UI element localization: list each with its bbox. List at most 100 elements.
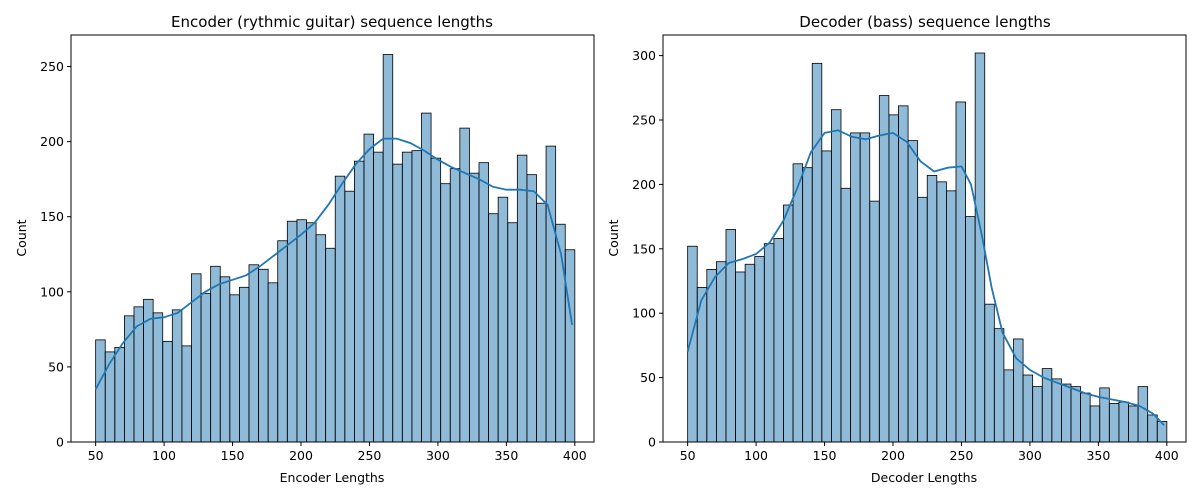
histogram-bar xyxy=(440,183,451,443)
histogram-bar xyxy=(802,167,813,443)
ticks-group: 50 100 150 200 250 300 350 400 0 50 100 150 200 250 xyxy=(40,59,587,463)
histogram-bar xyxy=(267,282,279,443)
x-tick-label: 300 xyxy=(1018,448,1042,463)
histogram-bar xyxy=(114,346,125,443)
histogram-bar xyxy=(1032,386,1043,443)
x-axis-label: Decoder Lengths xyxy=(871,470,977,485)
histogram-bar xyxy=(859,132,871,443)
histogram-bar xyxy=(401,151,413,443)
x-tick-label: 300 xyxy=(426,448,450,463)
histogram-bar xyxy=(296,219,307,443)
y-tick-label: 0 xyxy=(648,435,656,450)
histogram-bar xyxy=(850,132,861,443)
x-tick-label: 50 xyxy=(680,448,696,463)
histogram-bar xyxy=(239,286,250,443)
histogram-bar xyxy=(955,101,966,443)
histogram-bar xyxy=(1089,405,1101,443)
histogram-bar xyxy=(277,240,288,443)
histogram-bar xyxy=(926,174,938,443)
histogram-bar xyxy=(526,174,537,443)
histogram-bar xyxy=(162,340,173,443)
histogram-bar xyxy=(152,312,164,443)
y-tick-label: 50 xyxy=(48,359,64,374)
histogram-bar xyxy=(536,202,547,443)
histogram-bar xyxy=(1108,402,1120,443)
histogram-bar xyxy=(430,157,442,443)
histogram-bar xyxy=(878,95,890,443)
histogram-bar xyxy=(344,190,355,443)
y-tick-label: 300 xyxy=(632,48,656,63)
histogram-bar xyxy=(104,351,116,443)
histogram-bar xyxy=(1070,386,1081,443)
histogram-bar xyxy=(354,160,365,443)
histogram-bar xyxy=(993,328,1005,443)
y-tick-label: 150 xyxy=(40,209,64,224)
x-tick-label: 150 xyxy=(813,448,837,463)
x-tick-label: 400 xyxy=(563,448,587,463)
histogram-bar xyxy=(382,54,394,443)
histogram-bar xyxy=(898,105,909,443)
histogram-bar xyxy=(306,222,317,443)
histogram-bar xyxy=(888,114,899,443)
histogram-bar xyxy=(715,261,727,443)
histogram-bar xyxy=(1080,392,1091,443)
x-tick-label: 50 xyxy=(88,448,104,463)
decoder-histogram: Decoder (bass) sequence lengths 50 100 150… xyxy=(606,13,1187,485)
plot-frame xyxy=(662,34,1187,443)
x-tick-label: 200 xyxy=(289,448,313,463)
x-tick-label: 100 xyxy=(744,448,768,463)
ticks-group: 50 100 150 200 250 300 350 400 0 50 100 150 200 250 30… xyxy=(632,48,1179,463)
y-tick-label: 250 xyxy=(632,113,656,128)
histogram-bar xyxy=(229,294,240,443)
histogram-bar xyxy=(706,269,717,443)
y-tick-label: 50 xyxy=(640,370,656,385)
kde-curve xyxy=(686,129,1165,426)
x-tick-label: 150 xyxy=(221,448,245,463)
histogram-bar xyxy=(325,247,336,443)
y-axis-label: Count xyxy=(606,219,621,256)
x-axis-label: Encoder Lengths xyxy=(280,470,385,485)
histogram-bar xyxy=(200,292,212,443)
histogram-bar xyxy=(1022,374,1034,443)
x-tick-label: 250 xyxy=(358,448,382,463)
histogram-bar xyxy=(984,303,995,443)
histogram-bar xyxy=(258,268,269,443)
x-tick-label: 250 xyxy=(950,448,974,463)
y-tick-label: 0 xyxy=(56,435,64,450)
histogram-bar xyxy=(1128,405,1139,443)
y-tick-label: 150 xyxy=(632,241,656,256)
histogram-bar xyxy=(840,187,851,443)
histogram-bar xyxy=(507,222,518,443)
histogram-bar xyxy=(907,140,919,443)
histogram-bar xyxy=(1099,387,1110,443)
histogram-bar xyxy=(469,172,480,443)
histogram-bar xyxy=(1061,383,1072,443)
plot-frame xyxy=(70,34,595,443)
y-tick-label: 250 xyxy=(40,59,64,74)
histogram-bar xyxy=(210,265,221,443)
histogram-bar xyxy=(171,309,183,443)
histogram-bar xyxy=(783,204,794,443)
histogram-bar xyxy=(773,238,784,443)
histogram-bar xyxy=(1147,414,1158,443)
y-tick-label: 100 xyxy=(632,306,656,321)
chart-title: Encoder (rythmic guitar) sequence length… xyxy=(171,13,493,31)
y-tick-label: 100 xyxy=(40,284,64,299)
histogram-bar xyxy=(821,150,832,443)
x-tick-label: 100 xyxy=(152,448,176,463)
x-tick-label: 200 xyxy=(881,448,905,463)
histogram-bar xyxy=(219,276,231,443)
kde-group xyxy=(94,137,573,390)
histogram-bar xyxy=(965,216,976,443)
histogram-bar xyxy=(763,243,775,443)
histogram-bar xyxy=(95,339,106,443)
histogram-bar xyxy=(497,196,509,443)
histogram-bar xyxy=(516,154,528,443)
encoder-histogram: Encoder (rythmic guitar) sequence length… xyxy=(14,13,595,485)
histogram-bar xyxy=(917,196,928,443)
histogram-bar xyxy=(392,163,403,443)
histogram-bar xyxy=(754,256,765,443)
histogram-bar xyxy=(1003,369,1014,443)
x-tick-label: 350 xyxy=(1086,448,1110,463)
